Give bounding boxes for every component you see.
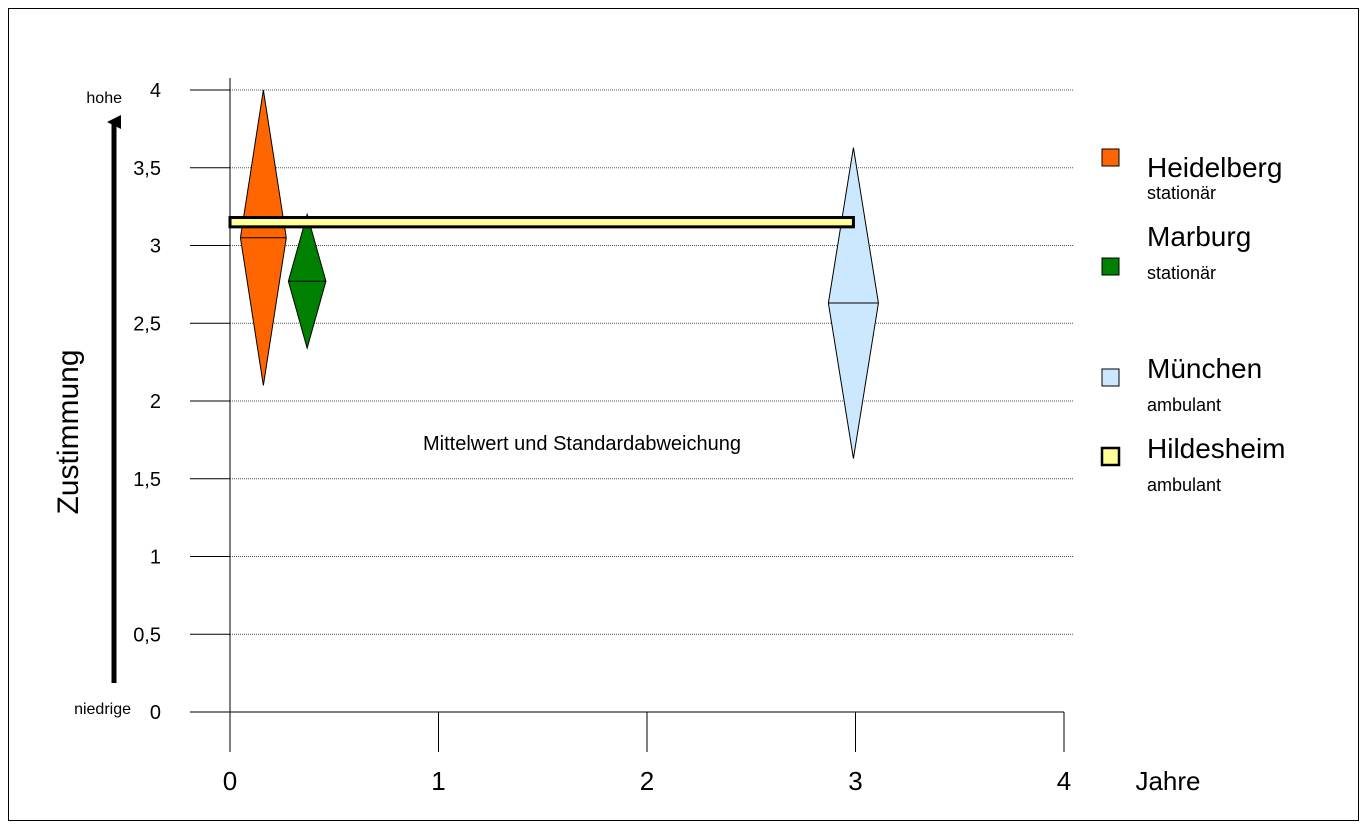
y-tick-label: 1 <box>150 547 161 569</box>
y-tick-label: 2 <box>150 391 161 413</box>
legend-swatch-münchen <box>1101 368 1120 387</box>
y-tick-label: 3,5 <box>133 158 161 180</box>
legend-swatch-hildesheim <box>1100 446 1121 467</box>
chart-frame <box>8 8 1359 821</box>
legend-note-hildesheim: ambulant <box>1147 475 1221 495</box>
x-tick-label: 2 <box>640 766 654 796</box>
y-axis-label: Zustimmung <box>52 349 85 514</box>
legend-name-marburg: Marburg <box>1147 221 1251 252</box>
axes: 0 0,5 1 1,5 2 2,5 3 3,5 4 0 1 2 3 4 <box>133 78 1071 796</box>
y-bottom-label: niedrige <box>74 701 131 718</box>
legend-name-hildesheim: Hildesheim <box>1147 433 1286 464</box>
legend-note-marburg: stationär <box>1147 263 1216 283</box>
y-tick-label: 0,5 <box>133 624 161 646</box>
x-tick-label: 3 <box>848 766 862 796</box>
legend-name-münchen: München <box>1147 353 1262 384</box>
legend-swatch-heidelberg <box>1101 148 1120 167</box>
y-tick-label: 2,5 <box>133 313 161 335</box>
legend-note-heidelberg: stationär <box>1147 183 1216 203</box>
y-top-label: hohe <box>86 90 122 107</box>
bar-hildesheim <box>228 216 855 229</box>
y-tick-label: 3 <box>150 236 161 258</box>
x-tick-label: 1 <box>431 766 445 796</box>
y-tick-label: 0 <box>150 702 161 724</box>
legend-note-münchen: ambulant <box>1147 395 1221 415</box>
legend-name-heidelberg: Heidelberg <box>1147 152 1282 183</box>
legend-swatch-marburg <box>1101 257 1120 276</box>
y-tick-label: 1,5 <box>133 469 161 491</box>
x-axis-label: Jahre <box>1135 766 1200 796</box>
annotation-text: Mittelwert und Standardabweichung <box>423 433 741 455</box>
data-marks <box>228 89 879 459</box>
legend: HeidelbergstationärMarburgstationärMünch… <box>1100 148 1286 495</box>
x-tick-label: 0 <box>223 766 237 796</box>
grid-lines <box>230 89 1074 635</box>
x-tick-label: 4 <box>1057 766 1071 796</box>
y-tick-label: 4 <box>150 80 161 102</box>
